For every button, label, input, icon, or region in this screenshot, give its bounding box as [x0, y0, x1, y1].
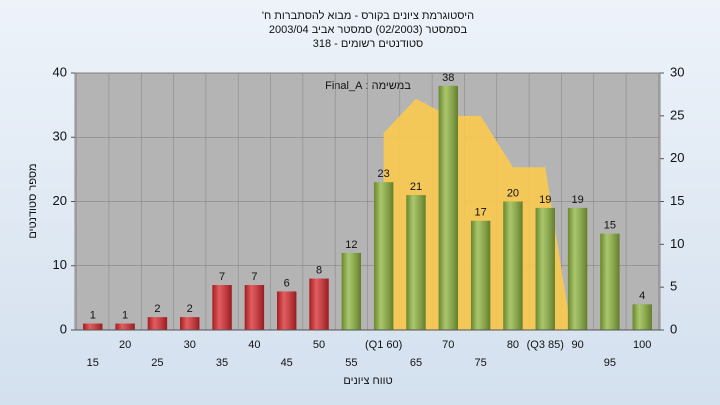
bar-shade	[115, 323, 135, 330]
bar-shade	[503, 201, 523, 330]
chart-title: היסטוגרמת ציונים בקורס - מבוא להסתברות ח…	[262, 9, 474, 22]
chart-subtitle: בסמסטר (02/2003) סמסטר אביב 2003/04	[269, 24, 468, 36]
data-label: 19	[571, 194, 583, 206]
data-label: 21	[410, 181, 422, 193]
bar-shade	[341, 252, 362, 330]
y-tick-label: 30	[53, 129, 67, 144]
data-label: 7	[219, 271, 225, 283]
data-label: 17	[474, 207, 486, 219]
bar-shade	[406, 195, 426, 330]
data-label: 2	[187, 303, 193, 315]
x-tick-label: (Q1 60)	[365, 339, 402, 351]
x-axis-label: טווח ציונים	[343, 375, 392, 387]
y-tick-label: 10	[53, 257, 67, 272]
y2-tick-label: 0	[670, 321, 677, 336]
x-tick-label: 100	[633, 339, 651, 351]
x-tick-label: 80	[507, 339, 519, 351]
x-tick-label: 70	[442, 339, 454, 351]
x-tick-label: 30	[184, 339, 196, 351]
data-label: 12	[345, 239, 357, 251]
bar-shade	[600, 233, 620, 330]
bar-shade	[147, 317, 168, 330]
bar-shade	[373, 182, 394, 330]
data-label: 7	[251, 271, 257, 283]
bar-shade	[535, 207, 555, 330]
x-tick-label: 75	[474, 357, 486, 369]
data-label: 1	[122, 309, 128, 321]
x-tick-label: 45	[281, 357, 293, 369]
data-label: 6	[284, 277, 290, 289]
bar-shade	[180, 317, 200, 330]
bar-shade	[212, 285, 232, 330]
data-label: 8	[316, 265, 322, 277]
y2-tick-label: 10	[670, 236, 684, 251]
bar-shade	[438, 85, 458, 330]
bar-shade	[83, 323, 103, 330]
y-tick-label: 20	[53, 193, 67, 208]
area	[383, 98, 572, 330]
data-label: 2	[154, 303, 160, 315]
x-tick-label: 20	[119, 339, 131, 351]
y2-tick-label: 15	[670, 193, 684, 208]
bar-shade	[470, 220, 491, 330]
x-tick-label: (Q3 85)	[527, 339, 564, 351]
bar-shade	[244, 285, 265, 330]
chart-subtitle: סטודנטים רשומים - 318	[313, 38, 424, 50]
x-tick-label: 35	[216, 357, 228, 369]
data-label: 15	[604, 220, 616, 232]
x-tick-label: 50	[313, 339, 325, 351]
x-tick-label: 65	[410, 357, 422, 369]
bar-shade	[567, 207, 588, 330]
y-tick-label: 0	[60, 321, 67, 336]
data-label: 19	[539, 194, 551, 206]
y-axis-label: מספר סטודנטים	[27, 163, 39, 238]
data-label: 4	[639, 290, 645, 302]
bar-shade	[309, 278, 329, 330]
y2-tick-label: 20	[670, 150, 684, 165]
x-tick-label: 15	[87, 357, 99, 369]
y-tick-label: 40	[53, 64, 67, 79]
data-label: 23	[378, 168, 390, 180]
y2-tick-label: 30	[670, 64, 684, 79]
data-label: 1	[90, 309, 96, 321]
data-label: 38	[442, 72, 454, 84]
bar-shade	[632, 304, 652, 330]
annotation: במשימה : Final_A	[325, 80, 411, 92]
x-tick-label: 55	[345, 357, 357, 369]
x-tick-label: 40	[248, 339, 260, 351]
x-tick-label: 95	[604, 357, 616, 369]
x-tick-label: 25	[151, 357, 163, 369]
bar-shade	[277, 291, 297, 330]
y2-tick-label: 5	[670, 279, 677, 294]
data-label: 20	[507, 187, 519, 199]
x-tick-label: 90	[571, 339, 583, 351]
y2-tick-label: 25	[670, 107, 684, 122]
